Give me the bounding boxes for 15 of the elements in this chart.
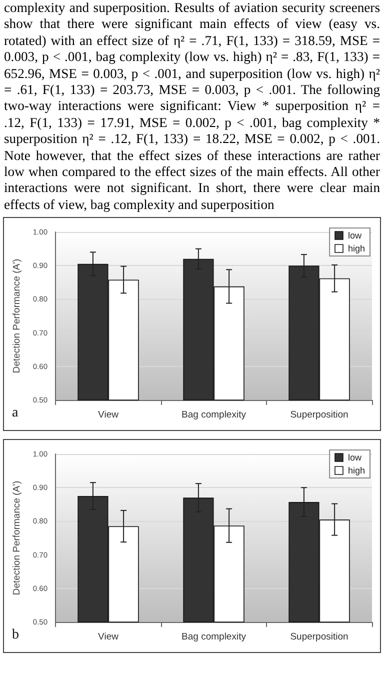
text: b <box>12 628 19 643</box>
x-tick-label: Bag complexity <box>182 632 246 643</box>
y-axis-title: Detection Performance (A') <box>12 259 22 374</box>
x-tick-label: View <box>98 632 119 643</box>
y-axis-title: Detection Performance (A') <box>12 481 22 596</box>
legend-label: low <box>348 452 362 463</box>
x-tick-label: Superposition <box>290 410 348 421</box>
legend-label: high <box>348 466 365 476</box>
x-tick-label: View <box>98 410 119 421</box>
text: complexity and superposition. Results of aviation security screeners show that there were significant main effects of view (easy vs. rotated) with an effect size of η² = .71, F(1, 133) = 318.59, MSE = 0.003, p < .001, bag complexity (low vs. high) η² = .83, F(1, 133) = 652.96, MSE = 0.003, p < .001, and superposition (low vs. high) η² = .61, F(1, 133) = 203.73, MSE = 0.003, p < .001. The following two-way interactions were significant: View * superposition η² = .12, F(1, 133) = 17.91, MSE = 0.002, p < .001, bag complexity * superposition η² = .12, F(1, 133) = 18.22, MSE = 0.002, p < .001. Note however, that the effect sizes of these interactions are rather low when compared to the effect sizes of the main effects. All other interactions were not significant. In short, there were clear main effects of view, bag complexity and superposition <box>4 0 380 212</box>
legend-label: low <box>348 230 362 241</box>
text: a <box>12 406 19 421</box>
legend-label: high <box>348 244 365 254</box>
x-tick-label: Superposition <box>290 632 348 643</box>
x-tick-label: Bag complexity <box>182 410 246 421</box>
